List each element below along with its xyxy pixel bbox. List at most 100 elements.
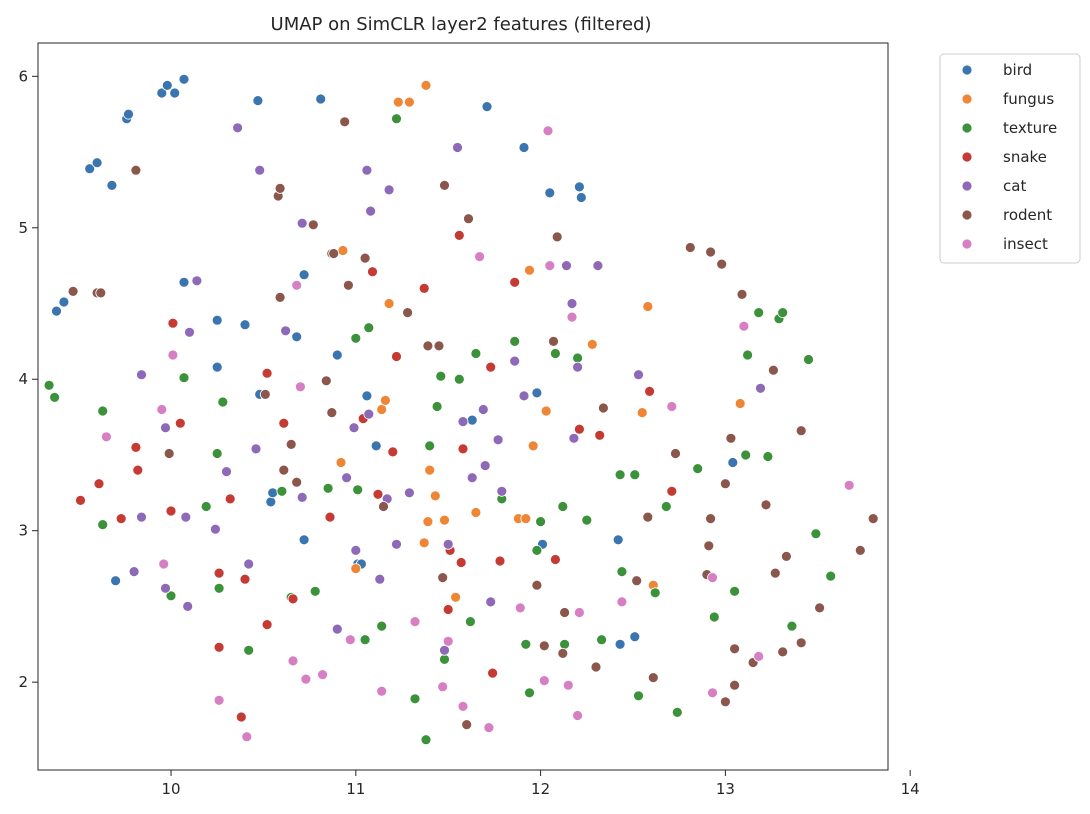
data-point-snake [174,417,186,429]
data-point-cat [568,432,580,444]
data-point-snake [324,511,336,523]
data-point-cat [365,205,377,217]
legend-label-bird: bird [1003,61,1032,79]
data-point-snake [457,443,469,455]
data-point-rodent [705,246,716,258]
data-point-rodent [716,258,728,270]
data-point-bird [178,73,190,85]
data-point-bird [612,534,624,546]
data-point-rodent [703,540,715,552]
data-point-cat [566,298,578,309]
data-point-insect [666,401,678,412]
data-point-rodent [433,340,445,352]
data-point-snake [550,554,561,565]
data-point-snake [367,266,378,278]
data-point-rodent [422,340,434,352]
data-point-texture [596,634,607,646]
data-point-insect [213,694,225,706]
data-point-cat [374,573,386,585]
data-point-cat [184,326,195,338]
data-point-snake [644,385,655,397]
data-point-texture [520,638,532,650]
data-point-rodent [531,579,543,591]
data-point-insect [566,311,578,323]
data-point-texture [777,307,789,319]
y-tick-label: 3 [18,522,28,540]
data-point-insect [241,731,253,743]
data-point-cat [160,582,171,594]
data-point-rodent [278,464,290,476]
data-point-bird [178,276,190,288]
data-point-rodent [814,602,825,614]
data-point-texture [43,379,55,391]
data-point-rodent [163,448,175,459]
data-point-rodent [291,476,303,488]
data-point-cat [403,487,415,499]
data-point-rodent [867,513,879,524]
data-point-cat [561,260,572,272]
data-point-fungus [734,398,746,409]
data-point-cat [232,122,244,134]
data-point-cat [755,382,766,394]
data-point-rodent [359,252,371,264]
data-point-texture [200,501,212,512]
y-axis: 2 3 4 5 6 [18,67,38,691]
data-point-texture [431,401,443,412]
data-point-texture [581,514,593,526]
data-point-fungus [450,591,462,603]
data-point-bird [291,331,303,343]
legend-label-rodent: rodent [1003,206,1052,224]
data-point-rodent [590,661,602,673]
data-point-bird [106,179,118,191]
data-point-snake [391,351,402,362]
data-point-rodent [768,364,779,376]
data-point-rodent [548,335,559,347]
x-tick-label: 12 [531,780,550,798]
data-point-cat [280,325,292,337]
data-point-cat [592,260,604,272]
data-point-insect [544,260,556,272]
data-point-texture [464,616,476,627]
data-point-texture [524,687,535,699]
data-point-bird [544,187,556,199]
legend: bird fungus texture snake cat rodent insect [939,53,1081,264]
data-point-cat [466,472,478,484]
data-point-cat [496,485,508,497]
data-point-rodent [598,402,609,414]
data-point-rodent [307,219,319,231]
data-point-cat [348,422,360,434]
data-point-bird [466,414,478,426]
data-point-insect [291,279,303,291]
data-point-snake [487,667,499,679]
data-point-texture [309,585,321,597]
data-point-rodent [795,425,807,437]
data-point-cat [350,545,362,556]
data-point-bird [252,95,264,106]
data-point-snake [213,641,225,653]
data-point-insect [542,125,554,137]
data-point-texture [453,373,465,385]
data-point-bird [265,496,277,508]
data-point-insect [483,722,495,733]
data-point-snake [132,464,144,476]
data-point-rodent [736,288,748,300]
legend-frame [939,53,1081,264]
data-point-snake [455,557,467,568]
data-point-insect [344,634,356,646]
data-point-snake [75,494,86,506]
data-point-bird [267,487,279,499]
data-point-fungus [439,514,450,526]
data-point-texture [825,570,837,582]
data-point-texture [729,585,740,597]
data-point-texture [753,307,765,319]
points-layer [43,73,879,746]
y-tick-label: 2 [18,673,28,691]
data-point-rodent [95,287,107,299]
data-point-texture [439,654,450,665]
data-point-rodent [342,279,354,291]
data-point-snake [239,573,251,585]
data-point-rodent [461,719,473,730]
data-point-snake [494,555,506,567]
data-point-snake [453,229,465,241]
data-point-rodent [339,116,351,128]
